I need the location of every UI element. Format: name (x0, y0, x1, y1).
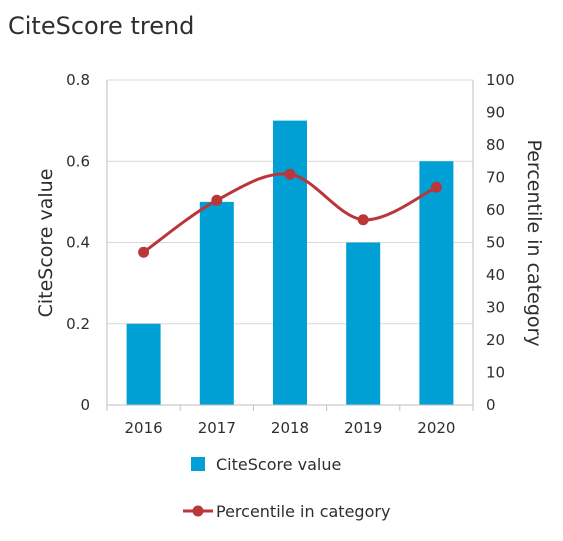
axes (106, 80, 474, 411)
legend: CiteScore value Percentile in category (183, 455, 390, 521)
y2-tick-label: 60 (486, 201, 505, 219)
bar-series (126, 120, 454, 405)
percentile-point-2017 (211, 194, 223, 206)
y2-tick-label: 100 (486, 71, 515, 89)
legend-swatch-marker (192, 505, 204, 517)
y2-tick-label: 70 (486, 169, 505, 187)
y2-tick-label: 30 (486, 299, 505, 317)
x-tick-label: 2018 (271, 419, 309, 437)
bar-2018 (273, 120, 307, 405)
bar-2020 (419, 161, 454, 405)
y-tick-label: 0.6 (66, 152, 90, 170)
bar-2016 (126, 323, 161, 405)
tick-labels: 0 0.2 0.4 0.6 0.8 0 10 20 30 40 50 60 70 80 90 100 2016 2… (66, 71, 515, 437)
y2-tick-label: 50 (486, 234, 505, 252)
y2-tick-label: 40 (486, 266, 505, 284)
y2-tick-label: 80 (486, 136, 505, 154)
legend-swatch-bar (191, 457, 205, 471)
x-tick-label: 2016 (125, 419, 163, 437)
y-tick-label: 0.8 (66, 71, 90, 89)
x-tick-label: 2020 (417, 419, 455, 437)
legend-label-bar: CiteScore value (216, 455, 341, 474)
percentile-point-2018 (284, 168, 296, 180)
y2-tick-label: 20 (486, 331, 505, 349)
x-tick-label: 2019 (344, 419, 382, 437)
y-axis-title: CiteScore value (35, 169, 57, 318)
y2-tick-label: 0 (486, 396, 496, 414)
x-tick-label: 2017 (198, 419, 236, 437)
y2-tick-label: 90 (486, 104, 505, 122)
bar-2017 (199, 201, 234, 405)
bar-2019 (346, 242, 381, 405)
chart-title: CiteScore trend (8, 12, 195, 40)
y-tick-label: 0.4 (66, 234, 90, 252)
legend-label-line: Percentile in category (216, 502, 390, 521)
y2-tick-label: 10 (486, 364, 505, 382)
y-tick-label: 0.2 (66, 315, 90, 333)
percentile-point-2020 (430, 181, 442, 193)
y-tick-label: 0 (80, 396, 90, 414)
y2-axis-title: Percentile in category (523, 139, 545, 346)
line-series (138, 168, 442, 258)
percentile-point-2016 (138, 246, 150, 258)
percentile-point-2019 (357, 214, 369, 226)
